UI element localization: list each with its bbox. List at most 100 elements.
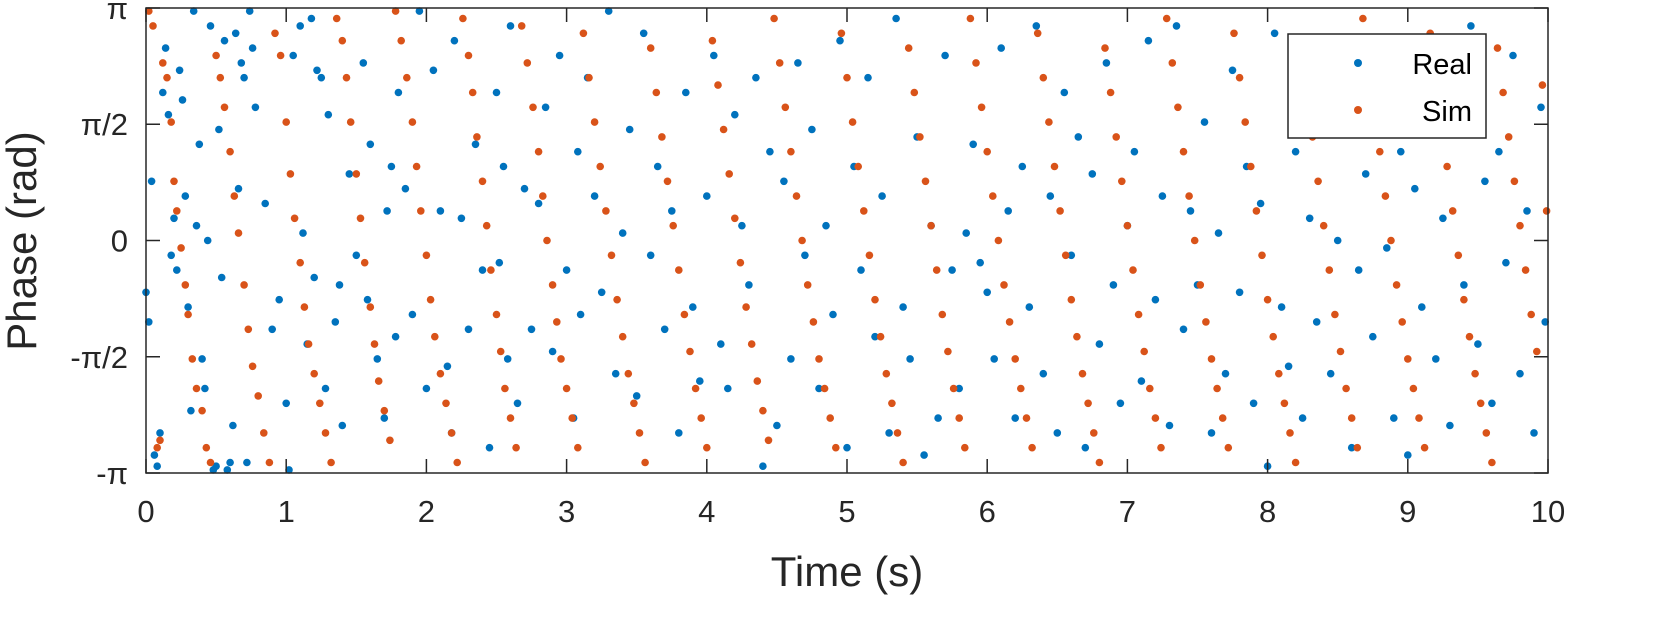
sim-point	[753, 377, 762, 385]
real-point	[506, 22, 515, 30]
real-point	[574, 147, 582, 156]
sim-point	[736, 258, 745, 267]
real-point	[285, 466, 293, 474]
legend-label-sim: Sim	[1422, 96, 1472, 128]
real-point	[1502, 258, 1510, 267]
sim-point	[145, 7, 153, 15]
sim-point	[386, 436, 394, 445]
sim-point	[972, 59, 980, 67]
sim-point	[759, 406, 767, 415]
real-point	[1369, 332, 1377, 341]
sim-point	[557, 355, 565, 363]
sim-point	[927, 221, 935, 230]
real-point	[147, 177, 156, 186]
real-point	[1305, 214, 1314, 223]
sim-point	[496, 347, 505, 356]
sim-point	[1280, 399, 1289, 408]
sim-point	[977, 103, 986, 112]
sim-point	[1381, 192, 1390, 200]
sim-point	[686, 347, 694, 356]
sim-point	[534, 147, 543, 156]
sim-point	[1140, 347, 1148, 356]
sim-point	[1258, 251, 1266, 260]
sim-point	[220, 103, 229, 112]
y-tick-label: π/2	[81, 107, 128, 142]
sim-point	[153, 443, 161, 452]
real-point	[499, 162, 508, 171]
real-point	[408, 310, 417, 319]
sim-point	[487, 266, 495, 274]
sim-point	[212, 51, 220, 60]
sim-point	[938, 310, 947, 319]
sim-point	[426, 295, 435, 304]
real-point	[1067, 251, 1076, 260]
x-tick-label: 9	[1399, 494, 1416, 529]
x-tick-label: 10	[1531, 494, 1565, 529]
sim-point	[635, 429, 644, 437]
sim-point	[916, 133, 924, 141]
legend-box	[1287, 33, 1487, 139]
sim-point	[1482, 429, 1491, 437]
real-point	[1109, 281, 1118, 289]
sim-point	[725, 170, 733, 178]
sim-point	[271, 29, 279, 38]
real-point	[212, 462, 220, 471]
real-point	[920, 451, 928, 459]
real-point	[1516, 369, 1524, 378]
real-point	[471, 140, 480, 149]
real-point	[710, 51, 718, 60]
real-point	[1411, 184, 1419, 193]
real-point	[1130, 147, 1139, 156]
sim-point	[1443, 162, 1451, 171]
sim-point	[1471, 369, 1479, 378]
real-point	[1474, 340, 1482, 348]
real-point	[195, 140, 204, 149]
real-point	[1418, 303, 1426, 311]
real-point	[422, 384, 431, 393]
sim-point	[356, 214, 365, 223]
sim-point	[910, 88, 919, 97]
real-point	[231, 29, 240, 38]
real-point	[864, 73, 872, 82]
real-point	[1018, 162, 1027, 171]
real-point	[1390, 414, 1398, 422]
real-point	[1347, 443, 1356, 452]
real-point	[1144, 36, 1153, 45]
sim-point	[316, 399, 324, 408]
sim-point	[244, 325, 253, 334]
real-point	[1488, 399, 1496, 408]
sim-point	[403, 73, 411, 82]
sim-point	[1420, 443, 1429, 452]
real-point	[206, 22, 215, 30]
real-point	[604, 7, 613, 15]
sim-point	[529, 103, 537, 112]
sim-point	[290, 214, 299, 223]
real-point	[646, 251, 655, 260]
sim-point	[809, 318, 818, 326]
sim-point	[1269, 332, 1277, 341]
real-point	[576, 310, 585, 319]
real-point	[387, 162, 396, 171]
real-point	[1039, 369, 1048, 378]
real-point	[187, 406, 195, 415]
real-point	[394, 88, 403, 97]
real-point	[1200, 118, 1209, 126]
sim-point	[370, 340, 379, 348]
real-point	[689, 303, 697, 311]
sim-point	[792, 192, 801, 200]
real-point	[1151, 295, 1160, 304]
real-point	[429, 66, 438, 75]
sim-point	[468, 88, 477, 97]
sim-point	[321, 429, 330, 437]
sim-point	[955, 414, 963, 422]
real-point	[503, 355, 512, 363]
sim-point	[1319, 221, 1328, 230]
sim-point	[826, 414, 834, 422]
sim-point	[1314, 177, 1322, 186]
sim-point	[254, 392, 262, 400]
sim-point	[1011, 355, 1019, 363]
sim-point	[865, 251, 874, 260]
real-point	[780, 177, 788, 186]
real-point	[170, 214, 178, 223]
